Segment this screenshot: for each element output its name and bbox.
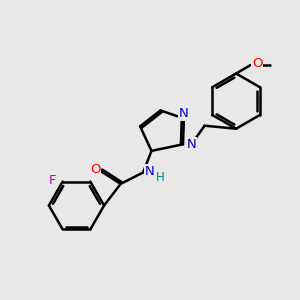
Text: N: N <box>187 138 196 151</box>
Text: F: F <box>49 174 56 187</box>
Text: N: N <box>145 165 154 178</box>
Text: H: H <box>155 171 164 184</box>
Text: O: O <box>252 57 262 70</box>
Text: O: O <box>90 163 100 176</box>
Text: N: N <box>179 106 189 120</box>
